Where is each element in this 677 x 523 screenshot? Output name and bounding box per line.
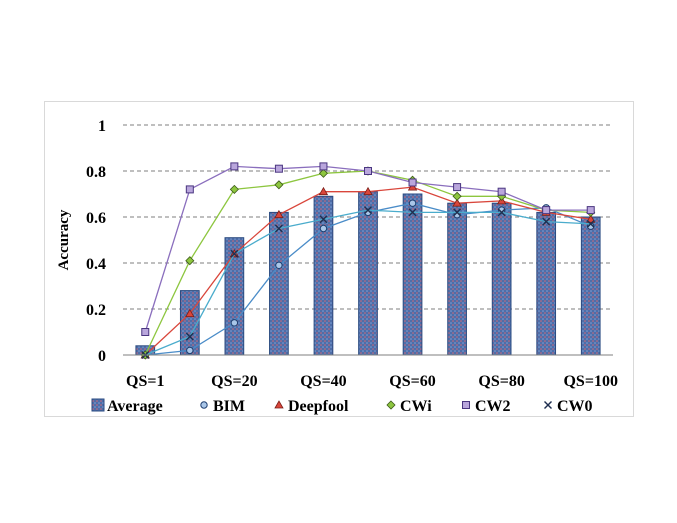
x-tick-label: QS=60 <box>389 373 435 390</box>
x-tick-label: QS=100 <box>563 373 617 390</box>
bar-average <box>179 290 200 356</box>
marker-cw0 <box>586 219 595 228</box>
y-tick-label: 0.6 <box>86 210 106 227</box>
legend-label-average: Average <box>107 398 163 415</box>
marker-cwi <box>274 180 284 190</box>
marker-bim <box>319 224 328 233</box>
marker-legend-bim <box>200 401 208 409</box>
marker-cw2 <box>453 183 462 192</box>
marker-deepfool <box>407 182 418 191</box>
marker-cw2 <box>586 206 595 215</box>
bar-average <box>358 191 378 356</box>
marker-bim <box>230 319 239 327</box>
legend-label-cwi: CWi <box>400 398 432 415</box>
marker-cw0 <box>364 206 372 215</box>
marker-cw0 <box>185 332 194 341</box>
marker-cw0 <box>230 249 239 258</box>
marker-cw2 <box>274 164 283 173</box>
series-lines <box>140 162 596 360</box>
marker-cw0 <box>453 208 462 217</box>
marker-deepfool <box>586 214 596 223</box>
bar-average <box>447 202 467 356</box>
x-tick-label: QS=20 <box>211 373 257 390</box>
marker-cw2 <box>408 178 417 187</box>
bar-average <box>402 193 423 356</box>
marker-cwi <box>229 184 239 194</box>
marker-deepfool <box>274 209 284 219</box>
bar-average <box>491 202 512 356</box>
y-tick-label: 0.8 <box>86 164 106 181</box>
marker-cw0 <box>319 215 328 224</box>
legend-label-cw2: CW2 <box>475 398 511 415</box>
marker-deepfool <box>363 186 373 196</box>
legend-swatch-average <box>91 398 105 412</box>
y-tick-label: 0.4 <box>86 256 106 273</box>
marker-cwi <box>318 168 329 178</box>
marker-cw0 <box>408 208 417 217</box>
bar-average <box>580 216 601 356</box>
y-axis-title: Accuracy <box>56 209 72 270</box>
marker-cw2 <box>230 162 239 171</box>
legend-label-bim: BIM <box>213 398 245 415</box>
marker-cw0 <box>542 217 551 226</box>
x-tick-label: QS=1 <box>126 373 164 390</box>
marker-cwi <box>452 191 462 201</box>
y-tick-label: 0 <box>98 348 106 365</box>
marker-cw0 <box>274 224 283 233</box>
marker-bim <box>186 346 194 355</box>
marker-cw2 <box>319 162 328 171</box>
marker-cw0 <box>497 208 506 217</box>
marker-cw2 <box>141 328 150 336</box>
x-tick-label: QS=40 <box>300 373 346 390</box>
legend-label-deepfool: Deepfool <box>288 398 349 415</box>
marker-deepfool <box>185 308 195 318</box>
chart-frame <box>44 101 634 417</box>
legend: Average BIM Deepfool CWi CW2 CW0 <box>91 398 593 415</box>
marker-cw2 <box>542 206 551 215</box>
marker-legend-cw0 <box>544 401 552 409</box>
marker-cw2 <box>364 167 372 175</box>
marker-cwi <box>185 256 195 266</box>
y-tick-label: 1 <box>98 118 106 135</box>
x-tick-label: QS=80 <box>478 373 524 390</box>
marker-deepfool <box>452 198 462 207</box>
marker-legend-cwi <box>386 400 396 410</box>
legend-label-cw0: CW0 <box>557 398 593 415</box>
marker-deepfool <box>318 186 329 196</box>
bar-average <box>269 211 289 356</box>
marker-legend-deepfool <box>274 400 284 409</box>
y-axis-ticks: 0 0.2 0.4 0.6 0.8 1 <box>86 118 106 365</box>
marker-bim <box>408 199 417 207</box>
average-bars <box>135 191 601 356</box>
marker-bim <box>275 261 283 269</box>
marker-cw2 <box>497 187 506 196</box>
marker-cw2 <box>185 185 194 194</box>
y-tick-label: 0.2 <box>86 302 106 319</box>
marker-legend-cw2 <box>462 401 470 409</box>
x-axis-ticks: QS=1 QS=20 QS=40 QS=60 QS=80 QS=100 <box>126 373 618 390</box>
bar-average <box>536 211 557 356</box>
